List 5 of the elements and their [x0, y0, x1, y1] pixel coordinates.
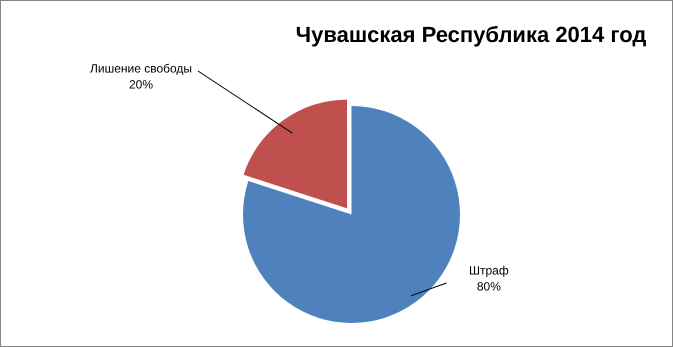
slice-label: Штраф [469, 263, 509, 278]
data-label: 20% [128, 77, 154, 92]
data-label: 80% [476, 279, 502, 294]
chart-title: Чувашская Республика 2014 год [296, 22, 646, 48]
slice-label: Лишение свободы [90, 61, 192, 76]
